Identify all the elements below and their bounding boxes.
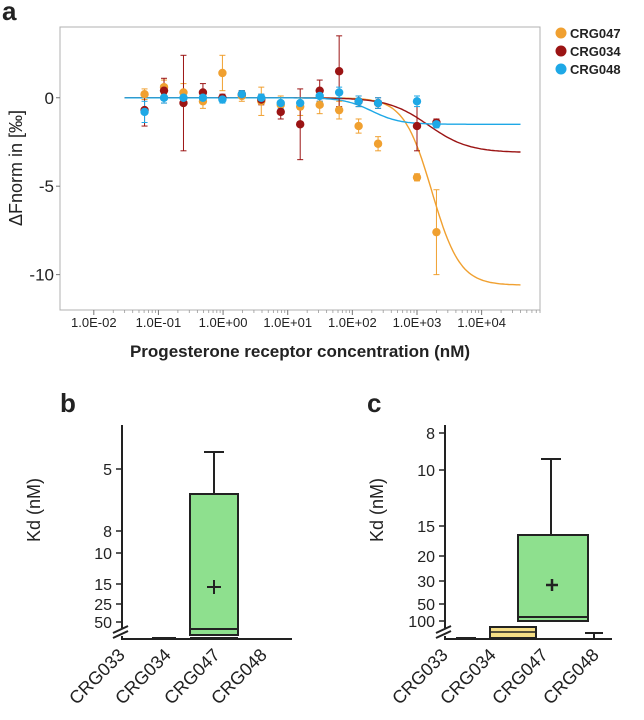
panel-b-y-axis-label: Kd (nM) — [24, 478, 44, 542]
y-tick-label: 5 — [103, 462, 112, 479]
y-tick-label: 15 — [94, 577, 112, 594]
box-crg047 — [189, 451, 239, 639]
data-point-crg034 — [159, 86, 169, 95]
panel-a-x-tick-labels: 1.0E-02 1.0E-01 1.0E+00 1.0E+01 1.0E+02 … — [71, 315, 506, 330]
x-tick-label: CRG047 — [488, 645, 552, 709]
data-point-crg034 — [295, 120, 305, 129]
data-point-crg047 — [412, 173, 422, 182]
data-point-crg048 — [373, 98, 383, 108]
legend-label-crg048: CRG048 — [570, 62, 621, 77]
legend-marker-crg047 — [555, 27, 567, 39]
y-tick-label: 50 — [94, 615, 112, 632]
box-crg047-body — [189, 493, 239, 636]
panel-b-y-ticks: 5 8 10 15 25 50 — [94, 462, 122, 632]
data-point-crg047 — [373, 139, 383, 148]
x-tick-label: 1.0E+02 — [328, 315, 377, 330]
panel-b-axis-break — [112, 625, 129, 634]
x-tick-label: 1.0E-01 — [136, 315, 182, 330]
data-point-crg048 — [354, 97, 363, 106]
panel-b-axis-break — [112, 630, 129, 639]
panel-a-y-tick-labels: 0 -5 -10 — [29, 89, 54, 285]
x-tick-label: 1.0E+01 — [263, 315, 312, 330]
data-point-crg048 — [432, 120, 441, 129]
data-point-crg048 — [218, 95, 227, 104]
box-crg047 — [517, 458, 589, 622]
data-point-crg048 — [237, 90, 247, 99]
data-point-crg048 — [179, 93, 188, 102]
y-tick-label: 8 — [426, 426, 435, 443]
data-point-crg034 — [334, 67, 344, 76]
legend: CRG047 CRG034 CRG048 — [555, 26, 621, 77]
data-point-crg034 — [276, 107, 285, 117]
box-crg034 — [489, 626, 537, 639]
data-point-crg048 — [159, 93, 169, 102]
y-tick-label: 50 — [417, 597, 435, 614]
y-tick-label: -5 — [39, 177, 54, 196]
box-crg048 — [585, 632, 603, 639]
x-tick-label: 1.0E+04 — [457, 315, 506, 330]
x-tick-label: 1.0E+03 — [393, 315, 442, 330]
y-tick-label: 100 — [408, 614, 435, 631]
x-tick-label: CRG048 — [539, 645, 603, 709]
data-point-crg048 — [140, 107, 149, 117]
y-tick-label: -10 — [29, 266, 54, 285]
panel-a-letter: a — [2, 0, 17, 26]
data-point-crg047 — [334, 105, 344, 115]
data-point-crg048 — [315, 91, 324, 101]
panel-c-y-axis-label: Kd (nM) — [367, 478, 387, 542]
y-tick-label: 20 — [417, 549, 435, 566]
panel-c: c Kd (nM) 8 10 15 20 30 50 100 — [367, 388, 612, 708]
panel-a-y-axis-label: ΔFnorm in [‰] — [6, 110, 26, 226]
data-point-crg048 — [276, 98, 285, 108]
panel-a-plot-frame — [59, 26, 541, 311]
data-point-crg048 — [295, 98, 305, 108]
panel-a-x-axis-label: Progesterone receptor concentration (nM) — [130, 342, 470, 361]
data-point-crg047 — [218, 68, 227, 78]
data-point-crg034 — [412, 121, 422, 131]
data-point-crg048 — [334, 88, 344, 97]
data-point-crg048 — [198, 93, 208, 102]
data-point-crg047 — [140, 90, 149, 99]
panel-b-x-tick-labels: CRG033 CRG034 CRG047 CRG048 — [65, 645, 271, 709]
y-tick-label: 25 — [94, 597, 112, 614]
panel-a: a 1.0E-02 1.0E-01 1.0E+00 1.0E+01 1.0E+0… — [2, 0, 621, 361]
y-tick-label: 10 — [417, 463, 435, 480]
y-tick-label: 10 — [94, 546, 112, 563]
data-point-crg047 — [315, 100, 324, 110]
data-point-crg047 — [432, 227, 441, 237]
legend-marker-crg034 — [555, 45, 567, 57]
x-tick-label: 1.0E+00 — [199, 315, 248, 330]
panel-b-letter: b — [60, 388, 76, 418]
data-point-crg048 — [257, 93, 266, 102]
panel-b: b Kd (nM) 5 8 10 15 25 50 — [24, 388, 292, 708]
legend-label-crg047: CRG047 — [570, 26, 621, 41]
legend-label-crg034: CRG034 — [570, 44, 621, 59]
panel-a-data-points — [140, 67, 441, 237]
y-tick-label: 30 — [417, 574, 435, 591]
box-crg047-body — [517, 534, 589, 622]
panel-c-axis-break — [435, 625, 452, 634]
panel-a-tick-marks — [56, 97, 541, 315]
data-point-crg047 — [354, 121, 363, 131]
y-tick-label: 0 — [45, 89, 54, 108]
y-tick-label: 8 — [103, 524, 112, 541]
panel-c-x-tick-labels: CRG033 CRG034 CRG047 CRG048 — [388, 645, 603, 709]
legend-marker-crg048 — [555, 63, 567, 75]
panel-c-y-ticks: 8 10 15 20 30 50 100 — [408, 426, 445, 631]
panel-c-letter: c — [367, 388, 381, 418]
y-tick-label: 15 — [417, 519, 435, 536]
x-tick-label: 1.0E-02 — [71, 315, 117, 330]
panel-c-axis-break — [435, 630, 452, 639]
data-point-crg048 — [412, 97, 422, 106]
